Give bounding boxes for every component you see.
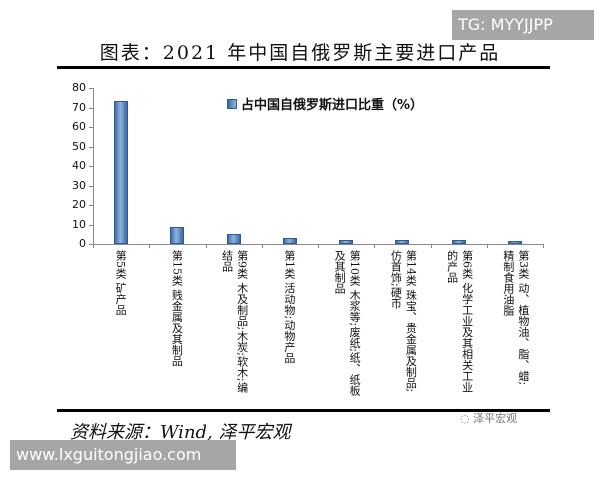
bar (507, 241, 522, 244)
watermark-top: TG: MYYJJPP (452, 10, 594, 40)
x-tick-label: 第5类 矿产品 (114, 250, 127, 316)
x-tick-mark (430, 244, 432, 248)
source-note: 资料来源：Wind, 泽平宏观 (70, 422, 291, 443)
bar (395, 239, 410, 244)
bar (451, 240, 466, 244)
x-label-line: 结品 (220, 250, 234, 272)
x-label-line: 精制食用油脂 (501, 250, 515, 316)
x-label-line: 第5类 矿产品 (114, 250, 128, 316)
x-tick-label: 第15类 贱金属及其制品 (170, 250, 183, 367)
x-tick-mark (149, 244, 151, 248)
bar (226, 234, 241, 244)
brand-logo: ◌ 泽平宏观 (460, 412, 518, 425)
y-tick-label: 40 (72, 159, 86, 172)
x-label-line: 第9类 木及制品;木炭;软木;编 (235, 250, 249, 393)
y-tick-label: 70 (72, 100, 86, 114)
y-tick-mark (89, 244, 93, 245)
y-tick-label: 10 (72, 217, 86, 231)
bar (282, 237, 297, 244)
y-tick-mark (89, 127, 93, 128)
bar (339, 239, 354, 244)
x-label-line: 仿首饰;硬币 (389, 250, 403, 309)
x-tick-label: 第10类 木浆等;废纸;纸、纸板 及其制品 (333, 250, 361, 396)
bar (170, 226, 185, 244)
y-tick-mark (89, 88, 93, 89)
bottom-rule (57, 409, 550, 412)
y-tick-label: 60 (72, 120, 86, 133)
y-tick-mark (89, 166, 93, 167)
x-tick-label: 第9类 木及制品;木炭;软木;编 结品 (221, 250, 249, 393)
y-tick-mark (89, 205, 93, 206)
y-tick-mark (89, 224, 93, 226)
x-label-line: 第6类 化学工业及其相关工业 (460, 250, 474, 393)
legend-label: 占中国自俄罗斯进口比重（%） (241, 98, 424, 113)
x-tick-mark (261, 244, 263, 248)
x-tick-mark (486, 244, 488, 248)
x-label-line: 第3类 动、植物油、脂、蜡; (516, 250, 530, 386)
y-tick-label: 30 (72, 178, 86, 192)
top-rule (57, 66, 550, 69)
bar (114, 101, 129, 244)
y-tick-label: 80 (72, 81, 86, 94)
x-tick-mark (318, 244, 319, 248)
y-tick-label: 0 (79, 237, 86, 250)
x-tick-label: 第3类 动、植物油、脂、蜡; 精制食用油脂 (502, 250, 530, 385)
chart-title: 图表：2021 年中国自俄罗斯主要进口产品 (99, 42, 501, 64)
y-tick-label: 50 (72, 139, 86, 153)
x-tick-label: 第1类 活动物;动物产品 (283, 250, 296, 363)
x-label-line: 第14类 珠宝、贵金属及制品; (404, 250, 418, 393)
x-tick-mark (543, 244, 544, 248)
x-label-line: 第15类 贱金属及其制品 (170, 250, 184, 367)
x-tick-label: 第6类 化学工业及其相关工业 的产品 (446, 250, 474, 393)
x-tick-mark (374, 244, 376, 248)
legend-swatch-icon (227, 98, 237, 109)
x-tick-label: 第14类 珠宝、贵金属及制品; 仿首饰;硬币 (389, 250, 417, 392)
watermark-bottom: www.lxguitongjiao.com (10, 440, 236, 470)
x-label-line: 第10类 木浆等;废纸;纸、纸板 (348, 250, 362, 396)
x-label-line: 的产品 (445, 250, 459, 283)
x-label-line: 第1类 活动物;动物产品 (282, 250, 296, 364)
y-tick-mark (89, 146, 93, 148)
y-tick-mark (89, 185, 93, 187)
x-label-line: 及其制品 (333, 250, 347, 294)
y-axis (93, 88, 94, 245)
legend: 占中国自俄罗斯进口比重（%） (227, 94, 423, 113)
x-tick-mark (93, 244, 94, 248)
y-tick-mark (89, 107, 93, 109)
x-tick-mark (205, 244, 207, 248)
y-tick-label: 20 (72, 198, 86, 211)
